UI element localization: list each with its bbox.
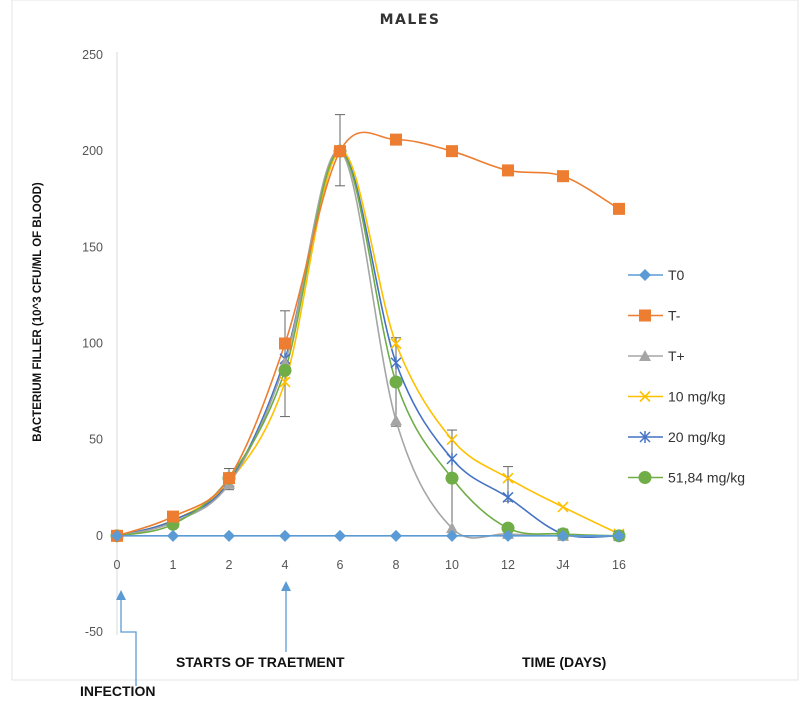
y-tick-label: 200 [82,144,103,158]
infection-arrow [116,590,137,686]
y-axis-label: BACTERIUM FILLER (10^3 CFU/ML OF BLOOD) [32,182,44,442]
y-tick-label: -50 [85,625,103,639]
legend-item: 20 mg/kg [628,429,726,445]
x-tick-label: 16 [612,558,626,572]
x-tick-label: 4 [282,558,289,572]
x-tick-label: 12 [501,558,515,572]
data-point [167,529,179,542]
y-tick-label: 100 [82,337,103,351]
series-line [116,150,620,539]
x-tick-label: 8 [393,558,400,572]
data-point [557,170,569,183]
data-point [223,529,235,542]
legend-label: 10 mg/kg [668,389,726,405]
data-point [446,452,458,465]
data-point [613,529,625,542]
y-tick-label: 0 [96,529,103,543]
legend-label: T+ [668,348,685,364]
x-tick-label: J4 [556,558,569,572]
legend-label: 20 mg/kg [668,429,726,445]
data-point [502,472,514,484]
legend-item: T- [628,308,681,324]
data-point [111,529,123,542]
data-point [279,376,291,388]
legend-label: 51,84 mg/kg [668,470,745,486]
data-point [446,522,458,534]
data-point [334,529,346,542]
y-tick-label: 150 [82,240,103,254]
legend-marker [639,390,651,403]
series-line [116,131,620,537]
legend-item: 51,84 mg/kg [628,470,745,486]
legend-item: T0 [628,267,685,283]
data-point [278,363,292,377]
legend-item: T+ [628,348,685,364]
legend-marker [639,350,651,361]
data-point [613,202,625,215]
data-point [390,529,402,542]
y-ticks: -50 0 50 100 150 200 250 [82,48,103,639]
data-point [557,501,569,513]
infection-annotation: INFECTION [80,683,155,699]
y-tick-label: 50 [89,433,103,447]
data-point [445,471,459,485]
series-line [116,150,620,539]
legend-label: T0 [668,267,685,283]
data-point [446,145,458,158]
data-point [334,145,346,158]
legend-item: 10 mg/kg [628,389,726,405]
x-tick-label: 1 [170,558,177,572]
treatment-arrow [281,581,291,652]
data-point [389,375,403,389]
data-point [446,529,458,542]
data-point [279,529,291,542]
x-tick-label: 10 [445,558,459,572]
legend: T0 T- T+ 10 mg/kg 20 mg/kg 51,84 mg/kg [628,267,745,486]
series-markers [110,133,626,543]
x-tick-label: 0 [114,558,121,572]
series-line [116,150,620,537]
data-point [390,414,402,426]
error-bars [168,114,513,537]
data-point [501,521,515,535]
data-point [223,472,235,485]
x-tick-label: 2 [226,558,233,572]
data-point [502,491,514,504]
data-point [390,356,402,369]
treatment-annotation: STARTS OF TRAETMENT [176,654,345,670]
legend-marker [639,431,651,443]
data-point [502,164,514,177]
legend-label: T- [668,308,681,324]
legend-marker [639,309,651,322]
chart-frame [11,0,799,681]
data-point [390,337,402,350]
chart-title: MALES [380,12,441,28]
x-axis-label: TIME (DAYS) [522,654,606,670]
data-point [557,529,569,542]
x-tick-label: 6 [337,558,344,572]
series-lines [116,131,620,539]
legend-marker [638,471,652,484]
x-ticks: 0 1 2 4 6 8 10 12 J4 16 [114,558,626,572]
series-line [116,150,620,537]
data-point [167,510,179,523]
legend-marker [639,269,651,281]
data-point [279,337,291,350]
data-point [502,529,514,542]
data-point [390,133,402,146]
data-point [446,434,458,446]
y-tick-label: 250 [82,48,103,62]
